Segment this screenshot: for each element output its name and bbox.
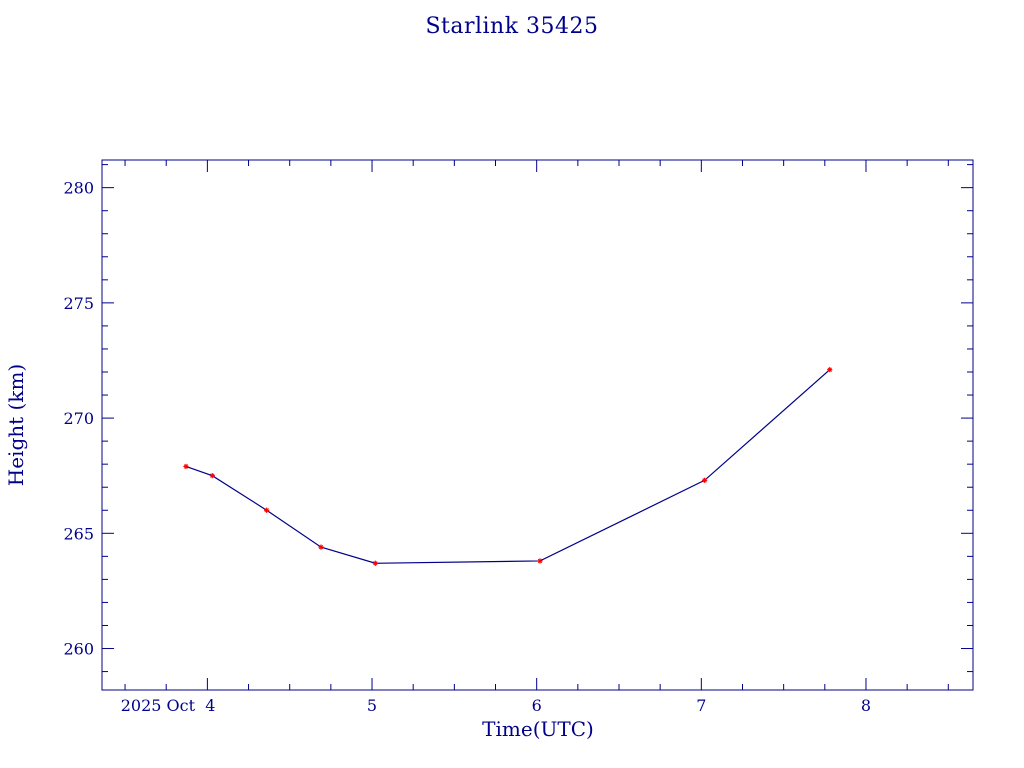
data-point [372, 560, 378, 566]
chart-title: Starlink 35425 [425, 14, 599, 39]
plot-frame [101, 159, 974, 691]
data-point [537, 558, 543, 564]
axis-ticks [102, 160, 973, 690]
y-tick-label: 270 [63, 409, 94, 428]
x-tick-label: 8 [861, 696, 871, 715]
data-point [827, 367, 833, 373]
y-tick-label: 265 [63, 524, 94, 543]
series-line [185, 369, 831, 564]
data-point [702, 477, 708, 483]
data-point [264, 507, 270, 513]
x-tick-label: 2025 Oct 4 [121, 696, 216, 715]
tick-labels: 2025 Oct 4 5 6 7 8 260 265 270 275 280 [63, 179, 871, 715]
y-axis-label: Height (km) [4, 363, 28, 487]
y-tick-label: 275 [63, 294, 94, 313]
x-tick-label: 6 [532, 696, 542, 715]
x-axis-label: Time(UTC) [482, 717, 594, 741]
series-layer [183, 367, 833, 566]
data-point [209, 473, 215, 479]
data-point [318, 544, 324, 550]
data-point [183, 463, 189, 470]
y-tick-label: 260 [63, 640, 94, 659]
y-tick-label: 280 [63, 179, 94, 198]
x-tick-label: 7 [696, 696, 706, 715]
x-tick-label: 5 [367, 696, 377, 715]
